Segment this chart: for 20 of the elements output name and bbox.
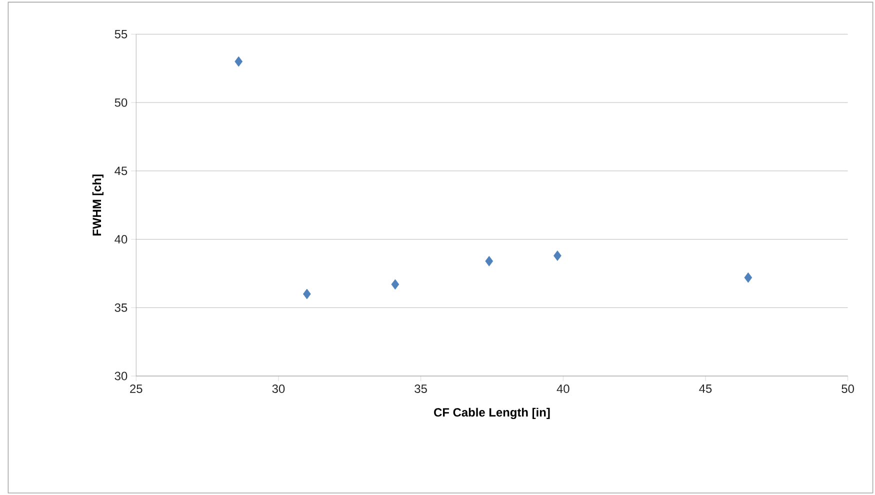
x-tick-label: 30 [272, 384, 285, 393]
y-axis-title: FWHM [ch] [92, 174, 104, 236]
point [302, 288, 311, 300]
x-axis-title: CF Cable Length [in] [434, 408, 550, 419]
point [234, 56, 243, 67]
y-tick-label: 35 [114, 303, 128, 312]
y-tick-label: 55 [114, 30, 128, 38]
point [744, 272, 752, 283]
x-tick-label: 35 [414, 384, 427, 393]
y-tick-label: 45 [114, 166, 128, 176]
point [554, 250, 562, 261]
y-tick-label: 40 [114, 234, 128, 244]
point [391, 279, 400, 290]
x-tick-label: 50 [842, 384, 854, 393]
point [485, 256, 494, 266]
y-tick-label: 30 [114, 372, 128, 380]
x-tick-label: 40 [556, 384, 570, 393]
x-tick-label: 45 [699, 384, 712, 393]
x-tick-label: 25 [130, 384, 142, 393]
y-tick-label: 50 [114, 98, 128, 107]
